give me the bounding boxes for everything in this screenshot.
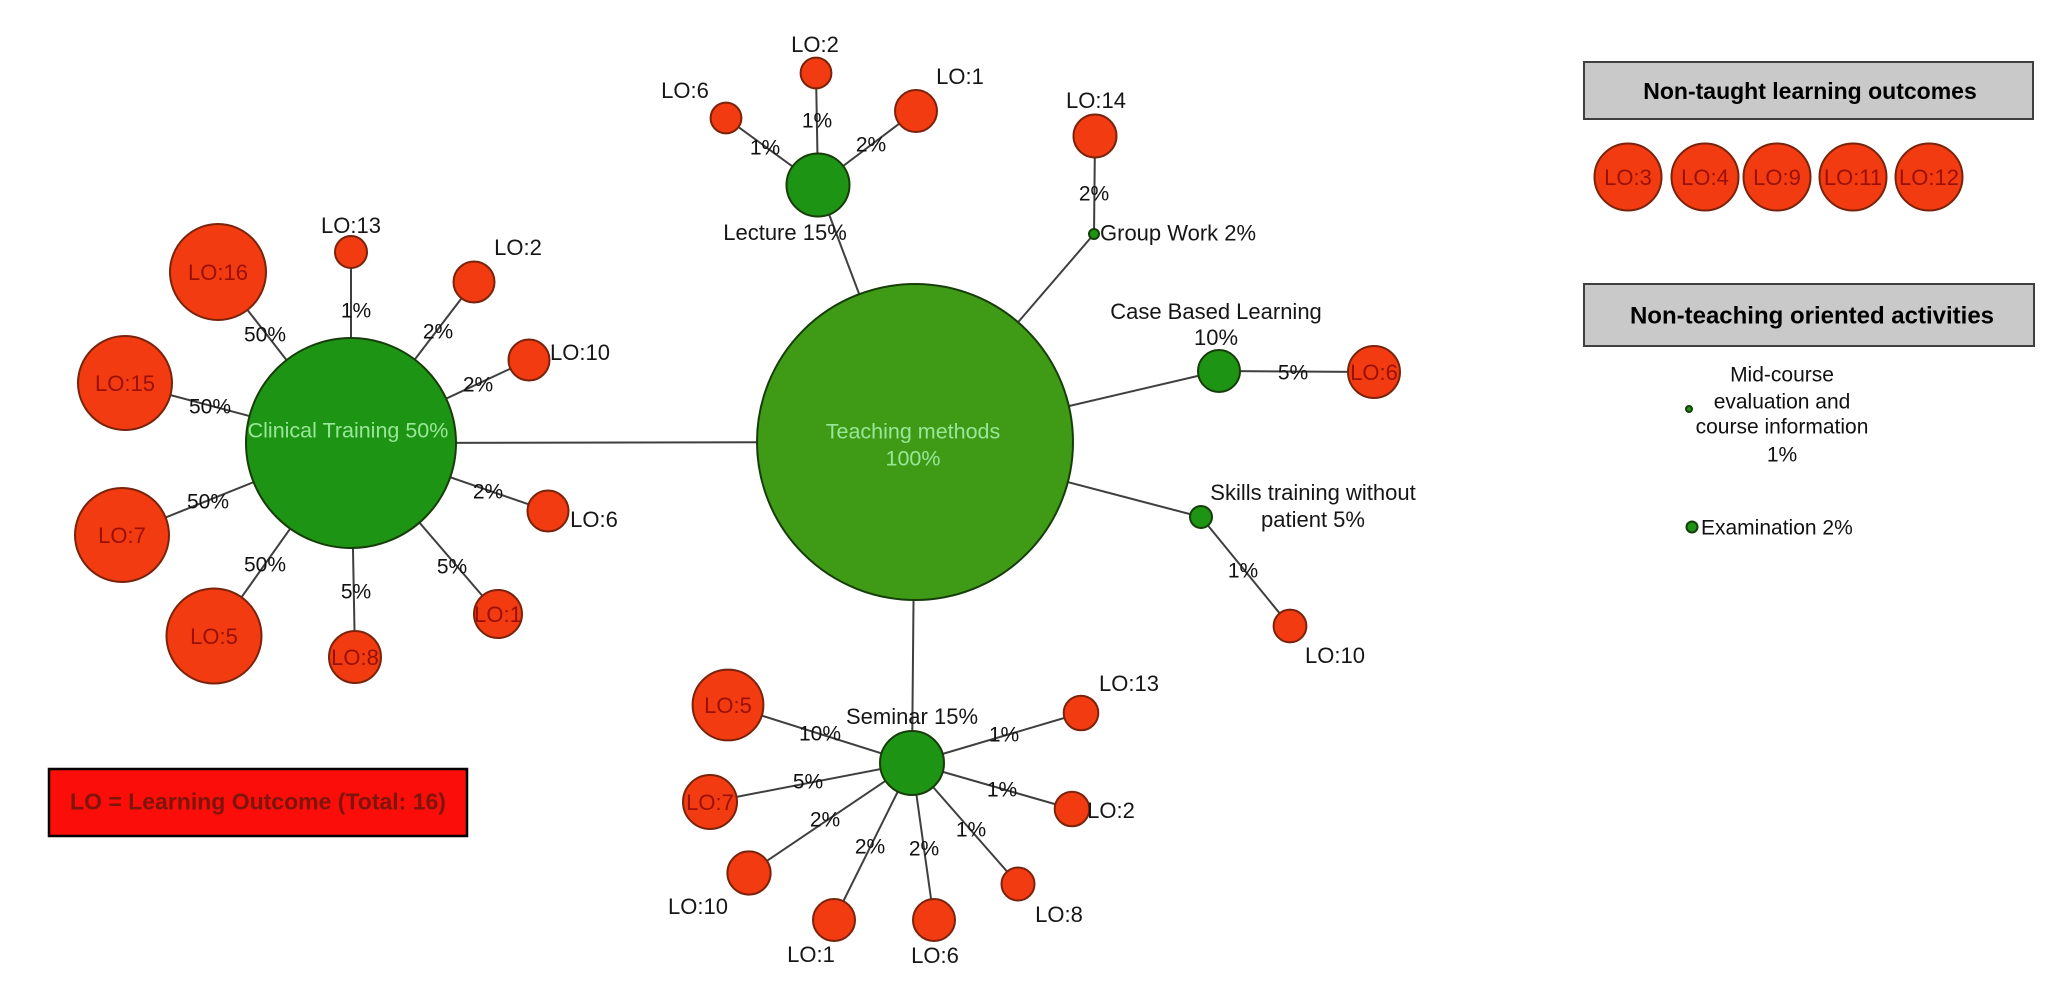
svg-text:2%: 2% <box>909 838 939 861</box>
svg-text:LO:6: LO:6 <box>570 507 618 532</box>
svg-text:2%: 2% <box>1079 183 1109 206</box>
svg-text:LO:1: LO:1 <box>787 942 835 967</box>
svg-text:1%: 1% <box>750 137 780 160</box>
svg-text:evaluation and: evaluation and <box>1714 391 1851 414</box>
svg-text:LO:6: LO:6 <box>911 943 959 968</box>
svg-text:1%: 1% <box>1767 444 1797 467</box>
svg-text:LO:1: LO:1 <box>474 602 522 627</box>
svg-text:Mid-course: Mid-course <box>1730 364 1834 387</box>
svg-text:5%: 5% <box>341 581 371 604</box>
svg-text:patient 5%: patient 5% <box>1261 507 1365 532</box>
svg-text:Group Work 2%: Group Work 2% <box>1100 221 1256 246</box>
svg-text:2%: 2% <box>856 134 886 157</box>
svg-text:LO:15: LO:15 <box>95 371 155 396</box>
svg-text:LO:8: LO:8 <box>331 645 379 670</box>
svg-text:course information: course information <box>1696 416 1869 439</box>
svg-text:LO:10: LO:10 <box>1305 643 1365 668</box>
svg-text:Lecture 15%: Lecture 15% <box>723 220 847 245</box>
svg-text:LO:2: LO:2 <box>1087 798 1135 823</box>
svg-text:LO:13: LO:13 <box>1099 671 1159 696</box>
svg-text:1%: 1% <box>341 300 371 323</box>
svg-text:LO:7: LO:7 <box>686 790 734 815</box>
svg-text:1%: 1% <box>989 724 1019 747</box>
svg-text:1%: 1% <box>802 110 832 133</box>
svg-text:50%: 50% <box>244 554 286 577</box>
svg-text:2%: 2% <box>423 321 453 344</box>
svg-text:50%: 50% <box>189 396 231 419</box>
svg-text:LO:13: LO:13 <box>321 213 381 238</box>
svg-text:Teaching methods: Teaching methods <box>826 420 1001 444</box>
svg-text:50%: 50% <box>187 491 229 514</box>
svg-text:Clinical Training 50%: Clinical Training 50% <box>248 419 449 443</box>
svg-text:LO:4: LO:4 <box>1681 165 1729 190</box>
svg-text:50%: 50% <box>244 324 286 347</box>
svg-text:2%: 2% <box>810 809 840 832</box>
svg-text:LO:14: LO:14 <box>1066 88 1126 113</box>
svg-text:LO:2: LO:2 <box>494 235 542 260</box>
svg-text:LO:2: LO:2 <box>791 32 839 57</box>
svg-text:10%: 10% <box>1194 325 1238 350</box>
svg-text:Non-teaching oriented activiti: Non-teaching oriented activities <box>1630 303 1994 330</box>
svg-text:Examination 2%: Examination 2% <box>1701 517 1853 540</box>
svg-text:LO:10: LO:10 <box>550 340 610 365</box>
svg-text:Case Based Learning: Case Based Learning <box>1110 299 1322 324</box>
svg-text:Non-taught learning outcomes: Non-taught learning outcomes <box>1643 78 1977 104</box>
svg-text:LO:5: LO:5 <box>704 693 752 718</box>
svg-text:LO:7: LO:7 <box>98 523 146 548</box>
svg-text:2%: 2% <box>473 481 503 504</box>
svg-text:LO:16: LO:16 <box>188 260 248 285</box>
svg-text:LO:3: LO:3 <box>1604 165 1652 190</box>
svg-text:LO:5: LO:5 <box>190 624 238 649</box>
svg-text:LO:1: LO:1 <box>936 64 984 89</box>
svg-text:2%: 2% <box>855 836 885 859</box>
svg-text:1%: 1% <box>956 819 986 842</box>
svg-text:Skills training without: Skills training without <box>1210 480 1415 505</box>
svg-text:LO:8: LO:8 <box>1035 902 1083 927</box>
svg-text:5%: 5% <box>437 556 467 579</box>
svg-text:1%: 1% <box>1228 560 1258 583</box>
svg-text:LO:9: LO:9 <box>1753 165 1801 190</box>
svg-text:2%: 2% <box>463 374 493 397</box>
svg-text:100%: 100% <box>886 447 941 471</box>
svg-text:1%: 1% <box>987 779 1017 802</box>
svg-text:Seminar 15%: Seminar 15% <box>846 704 978 729</box>
svg-text:LO:12: LO:12 <box>1899 165 1959 190</box>
svg-text:LO = Learning Outcome (Total:: LO = Learning Outcome (Total: 16) <box>70 789 446 815</box>
svg-text:LO:6: LO:6 <box>661 78 709 103</box>
svg-text:LO:11: LO:11 <box>1824 165 1882 190</box>
svg-text:LO:10: LO:10 <box>668 894 728 919</box>
svg-text:LO:6: LO:6 <box>1350 360 1398 385</box>
svg-text:5%: 5% <box>793 771 823 794</box>
svg-text:5%: 5% <box>1278 362 1308 385</box>
svg-text:10%: 10% <box>799 723 841 746</box>
